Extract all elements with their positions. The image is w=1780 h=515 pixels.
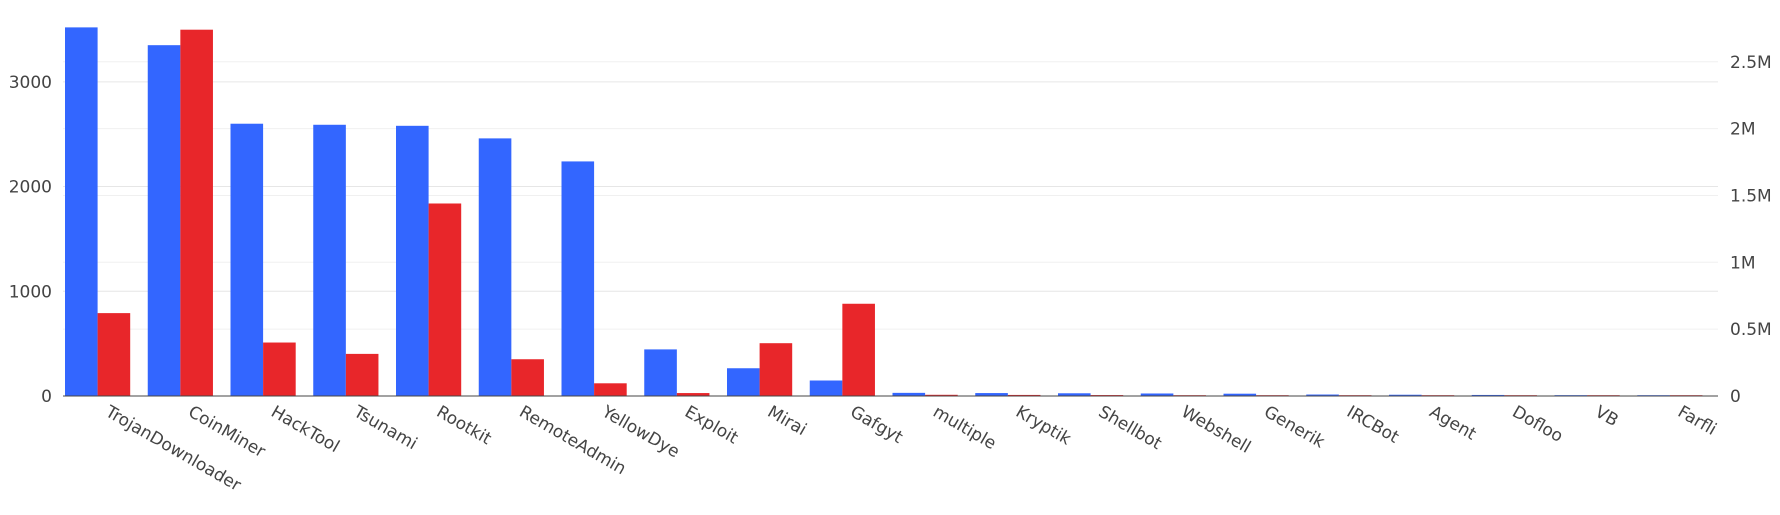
- bar-hacktool-left: [230, 123, 264, 396]
- left-gridlines: [63, 81, 1718, 292]
- category-label-gafgyt: Gafgyt: [847, 402, 907, 448]
- bar-multiple-left: [892, 392, 926, 396]
- bar-remoteadmin-left: [478, 138, 512, 396]
- left-tick-label-2000: 2000: [9, 178, 52, 198]
- left-tick-label-3000: 3000: [9, 73, 52, 93]
- category-label-trojandownloader: TrojanDownloader: [101, 402, 244, 496]
- right-tick-label-0: 0: [1730, 387, 1741, 407]
- right-tick-label-1-5m: 1.5M: [1730, 186, 1772, 206]
- category-label-agent: Agent: [1426, 402, 1480, 445]
- bar-tsunami-left: [313, 124, 346, 397]
- bar-webshell-left: [1140, 393, 1174, 396]
- category-label-mirai: Mirai: [764, 402, 810, 440]
- bar-mirai-left: [727, 368, 760, 396]
- left-axis-tick-labels: 0 1000 2000 3000: [9, 73, 52, 407]
- right-axis-tick-labels: 0 0.5M 1M 1.5M 2M 2.5M: [1730, 53, 1772, 407]
- bar-multiple-right: [925, 394, 958, 396]
- bar-yellowdye-right: [594, 383, 627, 396]
- bar-remoteadmin-right: [511, 359, 544, 396]
- left-tick-label-0: 0: [41, 387, 52, 407]
- left-tick-label-1000: 1000: [9, 282, 52, 302]
- bar-coinminer-left: [147, 45, 181, 397]
- bar-mirai-right: [759, 343, 793, 396]
- bar-agent-left: [1389, 394, 1422, 396]
- bars: [65, 27, 1703, 397]
- category-label-dofloo: Dofloo: [1509, 402, 1567, 447]
- category-label-hacktool: HackTool: [267, 402, 342, 457]
- category-label-rootkit: Rootkit: [433, 402, 495, 449]
- bar-rootkit-right: [428, 203, 462, 396]
- right-tick-label-0-5m: 0.5M: [1730, 320, 1772, 340]
- bar-dofloo-left: [1471, 394, 1505, 396]
- category-label-multiple: multiple: [929, 402, 999, 454]
- bar-gafgyt-right: [842, 303, 875, 396]
- bar-generik-left: [1223, 393, 1257, 396]
- bar-tsunami-right: [345, 353, 379, 396]
- category-label-generik: Generik: [1260, 402, 1328, 453]
- category-label-farfli: Farfli: [1674, 402, 1720, 440]
- bar-exploit-right: [676, 393, 710, 396]
- bar-trojandownloader-right: [97, 313, 131, 396]
- bar-ircbot-left: [1306, 394, 1339, 396]
- bar-hacktool-right: [263, 342, 296, 396]
- bar-coinminer-right: [180, 29, 213, 396]
- bar-gafgyt-left: [809, 380, 843, 396]
- bar-shellbot-left: [1058, 393, 1091, 396]
- right-gridlines: [63, 61, 1718, 330]
- bar-trojandownloader-left: [65, 27, 98, 396]
- bar-rootkit-left: [396, 125, 429, 397]
- category-label-ircbot: IRCBot: [1343, 402, 1402, 448]
- category-label-kryptik: Kryptik: [1012, 402, 1074, 450]
- category-label-webshell: Webshell: [1178, 402, 1254, 458]
- category-label-shellbot: Shellbot: [1095, 402, 1165, 454]
- bar-exploit-left: [644, 349, 677, 396]
- right-tick-label-1m: 1M: [1730, 253, 1755, 273]
- bar-yellowdye-left: [561, 161, 595, 396]
- category-label-exploit: Exploit: [681, 402, 742, 449]
- bar-kryptik-right: [1007, 394, 1041, 396]
- category-label-tsunami: Tsunami: [349, 402, 420, 455]
- right-tick-label-2m: 2M: [1730, 120, 1755, 140]
- bar-kryptik-left: [975, 393, 1008, 396]
- right-tick-label-2-5m: 2.5M: [1730, 53, 1772, 73]
- category-label-vb: VB: [1591, 402, 1621, 431]
